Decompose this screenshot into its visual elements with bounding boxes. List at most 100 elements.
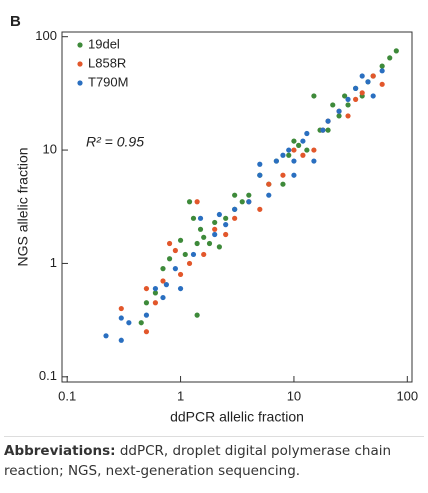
point	[286, 152, 292, 158]
annotation: R² = 0.95	[86, 134, 144, 150]
caption-text: ddPCR, droplet digital polymerase chain …	[4, 443, 392, 479]
point	[379, 63, 385, 69]
point	[118, 315, 124, 321]
point	[280, 172, 286, 178]
point	[160, 266, 166, 272]
legend-label: 19del	[88, 36, 120, 51]
point	[286, 147, 292, 153]
point	[126, 320, 132, 326]
point	[239, 199, 245, 205]
point	[345, 113, 351, 119]
point	[291, 147, 297, 153]
legend-label: L858R	[88, 55, 126, 70]
point	[186, 260, 193, 267]
point	[118, 305, 124, 312]
point	[311, 93, 317, 99]
legend-marker	[77, 80, 83, 86]
point	[291, 172, 297, 178]
legend-marker	[77, 61, 83, 67]
legend-marker	[77, 42, 83, 48]
point	[190, 251, 197, 258]
point	[166, 240, 173, 247]
point	[257, 161, 263, 167]
point	[172, 247, 178, 254]
point	[280, 152, 286, 158]
point	[232, 215, 238, 221]
caption: Abbreviations: ddPCR, droplet digital po…	[4, 436, 424, 481]
caption-label: Abbreviations:	[4, 443, 116, 459]
x-tick-label: 1	[177, 388, 184, 403]
point	[365, 79, 371, 85]
point	[393, 48, 399, 54]
point	[300, 152, 306, 158]
point	[232, 206, 238, 212]
point	[280, 181, 286, 187]
point	[172, 266, 178, 272]
point	[379, 81, 385, 87]
plot-frame	[61, 31, 413, 383]
point	[300, 138, 306, 144]
point	[246, 192, 252, 198]
point	[257, 206, 263, 212]
y-tick-label: 0.1	[39, 368, 57, 383]
point	[336, 108, 342, 114]
point	[345, 102, 351, 108]
point	[143, 329, 150, 335]
point	[379, 68, 385, 74]
point	[160, 294, 166, 301]
point	[291, 158, 297, 164]
point	[197, 215, 204, 221]
point	[177, 237, 184, 243]
point	[359, 90, 365, 96]
point	[212, 226, 218, 232]
point	[216, 244, 222, 250]
chart: B ddPCR allelic fraction NGS allelic fra…	[10, 13, 418, 425]
point	[296, 142, 302, 148]
point	[370, 73, 376, 79]
point	[320, 127, 326, 133]
point	[143, 300, 150, 306]
point	[206, 240, 213, 247]
point	[223, 222, 229, 228]
point	[273, 158, 279, 164]
point	[138, 320, 144, 326]
point	[359, 73, 365, 79]
point	[304, 130, 310, 137]
point	[266, 192, 272, 198]
panel-label: B	[10, 13, 21, 30]
point	[118, 337, 124, 343]
y-axis-label: NGS allelic fraction	[15, 147, 31, 266]
point	[186, 199, 193, 205]
point	[182, 251, 188, 258]
point	[336, 113, 342, 119]
point	[330, 102, 336, 108]
point	[223, 231, 229, 238]
x-tick-label: 10	[287, 388, 301, 403]
point	[257, 172, 263, 178]
point	[353, 85, 359, 91]
point	[216, 211, 222, 218]
point	[152, 290, 159, 296]
point	[345, 96, 351, 102]
point	[194, 312, 200, 318]
point	[311, 147, 317, 153]
point	[103, 333, 109, 339]
point	[143, 285, 150, 292]
point	[201, 251, 207, 258]
y-tick-label: 1	[50, 255, 57, 270]
point	[223, 215, 229, 221]
point	[370, 93, 376, 99]
y-tick-label: 10	[43, 142, 57, 157]
point	[201, 234, 207, 240]
point	[163, 282, 169, 288]
point	[177, 285, 184, 292]
point	[212, 231, 218, 238]
point	[246, 199, 252, 205]
point	[342, 93, 348, 99]
point	[143, 312, 150, 318]
point	[166, 256, 173, 262]
point	[232, 192, 238, 198]
point	[325, 127, 331, 133]
point	[194, 199, 200, 205]
